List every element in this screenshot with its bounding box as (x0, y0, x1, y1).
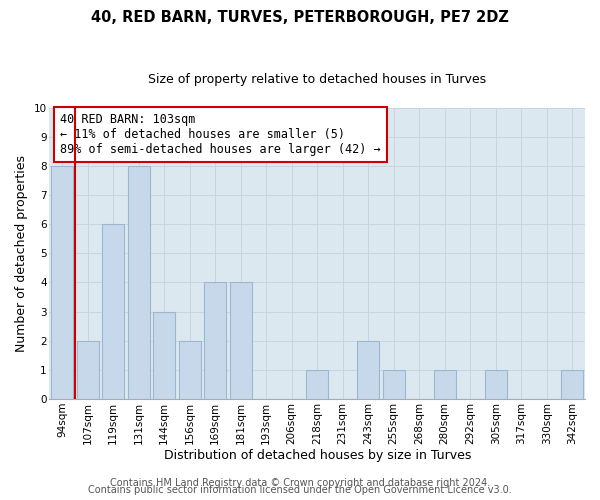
Bar (205, 282, 226, 399)
Bar (562, 370, 583, 399)
Bar (383, 370, 404, 399)
Bar (77, 340, 98, 399)
Bar (154, 312, 175, 399)
Y-axis label: Number of detached properties: Number of detached properties (15, 155, 28, 352)
Bar (52, 166, 73, 399)
Bar (230, 282, 251, 399)
Bar (358, 340, 379, 399)
Text: 40, RED BARN, TURVES, PETERBOROUGH, PE7 2DZ: 40, RED BARN, TURVES, PETERBOROUGH, PE7 … (91, 10, 509, 25)
Text: 40 RED BARN: 103sqm
← 11% of detached houses are smaller (5)
89% of semi-detache: 40 RED BARN: 103sqm ← 11% of detached ho… (60, 114, 381, 156)
Title: Size of property relative to detached houses in Turves: Size of property relative to detached ho… (148, 72, 486, 86)
Bar (128, 166, 149, 399)
Bar (434, 370, 455, 399)
Text: Contains HM Land Registry data © Crown copyright and database right 2024.: Contains HM Land Registry data © Crown c… (110, 478, 490, 488)
Bar (103, 224, 124, 399)
Bar (485, 370, 506, 399)
Bar (307, 370, 328, 399)
Text: Contains public sector information licensed under the Open Government Licence v3: Contains public sector information licen… (88, 485, 512, 495)
X-axis label: Distribution of detached houses by size in Turves: Distribution of detached houses by size … (164, 450, 471, 462)
Bar (179, 340, 200, 399)
